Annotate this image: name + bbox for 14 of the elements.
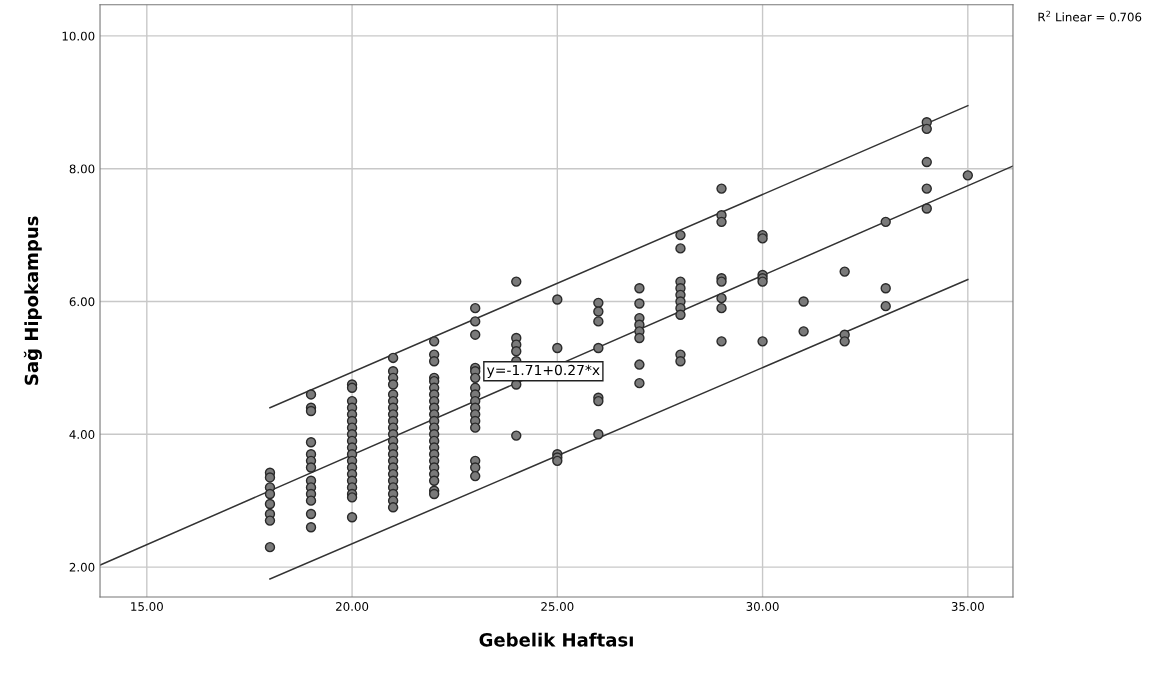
y-axis-title: Sağ Hipokampus xyxy=(23,216,42,385)
x-axis-title: Gebelik Haftası xyxy=(479,632,633,647)
y-tick-label: 4.00 xyxy=(69,430,95,439)
x-tick-label: 25.00 xyxy=(541,602,574,611)
y-tick-label: 2.00 xyxy=(69,562,95,572)
y-tick-label: 10.00 xyxy=(62,31,95,41)
x-tick-label: 20.00 xyxy=(336,602,369,611)
y-tick-label: 6.00 xyxy=(69,297,95,307)
annotation: y=-1.71+0.27*x xyxy=(487,364,600,378)
text: R$^{2}$ Linear = 0.706 xyxy=(1038,10,1142,22)
x-tick-label: 15.00 xyxy=(131,602,163,611)
x-tick-label: 30.00 xyxy=(746,602,779,611)
y-tick-label: 8.00 xyxy=(69,164,95,174)
x-tick-label: 35.00 xyxy=(951,602,984,611)
